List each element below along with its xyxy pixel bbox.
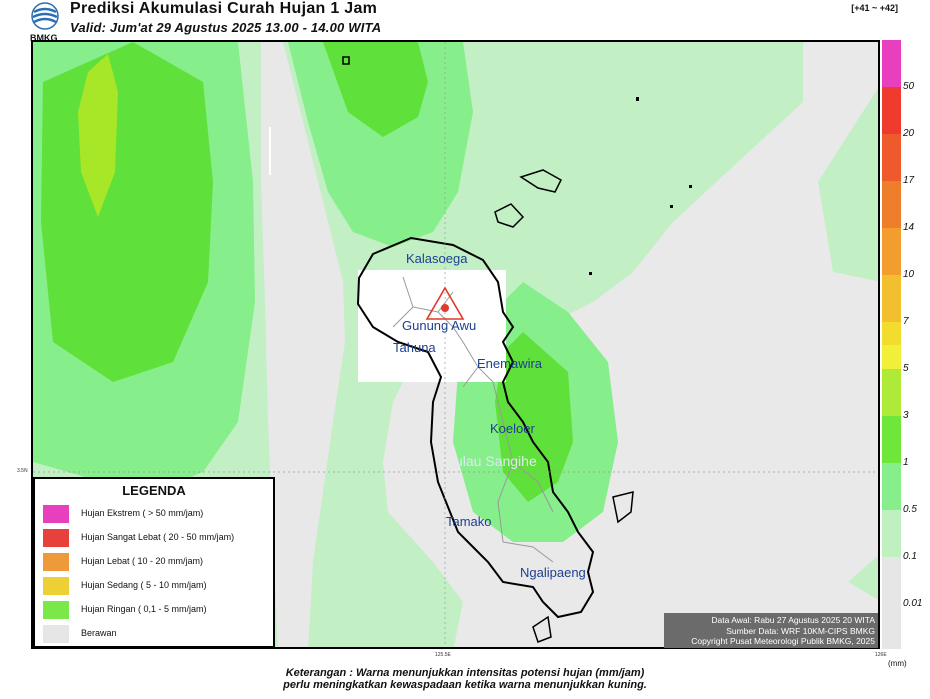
colorbar-label: 5 — [903, 363, 909, 374]
lat-tick: 3.5N — [17, 468, 28, 474]
valid-time: Valid: Jum'at 29 Agustus 2025 13.00 - 14… — [70, 20, 382, 35]
island-north-2 — [494, 203, 525, 228]
colorbar-label: 7 — [903, 316, 909, 327]
bmkg-logo: BMKG — [30, 2, 66, 43]
colorbar-cell — [882, 134, 901, 181]
legend-box: LEGENDA Hujan Ekstrem ( > 50 mm/jam) Huj… — [33, 477, 275, 648]
islet — [689, 185, 692, 188]
lon-tick: 125.5E — [435, 652, 451, 658]
forecast-step: [+41 ~ +42] — [851, 3, 898, 13]
place-label: Tamako — [446, 514, 492, 529]
island-north-1 — [519, 169, 562, 193]
data-source: Sumber Data: WRF 10KM-CIPS BMKG — [726, 625, 875, 636]
islet — [670, 205, 673, 208]
cloud-area-west — [261, 42, 345, 647]
rain-area-strong-north — [323, 42, 428, 137]
rain-area-southeast — [848, 555, 878, 600]
lon-tick: 126E — [875, 652, 887, 658]
colorbar-cell — [882, 228, 901, 275]
legend-swatch — [43, 577, 69, 595]
colorbar-label: 3 — [903, 410, 909, 421]
rain-area-mid-north — [288, 42, 473, 247]
colorbar-cell — [882, 87, 901, 134]
islet — [636, 97, 639, 101]
white-streak — [269, 127, 271, 175]
rain-area-east — [818, 88, 878, 282]
colorbar-label: 1 — [903, 457, 909, 468]
place-label: ulau Sangihe — [455, 453, 537, 469]
colorbar-cell — [882, 463, 901, 510]
colorbar-cell — [882, 416, 901, 463]
colorbar-label: 0.1 — [903, 551, 917, 562]
legend-label: Hujan Sedang ( 5 - 10 mm/jam) — [81, 580, 207, 590]
island-outline — [356, 236, 595, 619]
legend-title: LEGENDA — [122, 483, 186, 498]
islet — [342, 56, 350, 65]
legend-swatch — [43, 553, 69, 571]
colorbar-cell — [882, 40, 901, 87]
islet — [589, 272, 592, 275]
colorbar-label: 17 — [903, 175, 915, 186]
colorbar-cell — [882, 275, 901, 322]
island-south — [532, 615, 552, 643]
volcano-triangle-icon — [425, 286, 465, 320]
legend-label: Hujan Ekstrem ( > 50 mm/jam) — [81, 508, 204, 518]
colorbar-label: 20 — [903, 128, 915, 139]
legend-swatch — [43, 505, 69, 523]
legend-label: Berawan — [81, 628, 117, 638]
legend-label: Hujan Lebat ( 10 - 20 mm/jam) — [81, 556, 204, 566]
colorbar-label: 0.01 — [903, 598, 923, 609]
colorbar-label: 10 — [903, 269, 915, 280]
place-label: Ngalipaeng — [520, 565, 586, 580]
colorbar-cell — [882, 510, 901, 557]
colorbar-label: 50 — [903, 81, 915, 92]
logo-text: BMKG — [30, 33, 58, 42]
colorbar — [882, 40, 901, 649]
colorbar-cell — [882, 369, 901, 416]
colorbar-cell — [882, 181, 901, 228]
legend-label: Hujan Ringan ( 0,1 - 5 mm/jam) — [81, 604, 207, 614]
colorbar-label: 0.5 — [903, 504, 917, 515]
place-label: Gunung Awu — [402, 318, 477, 333]
district-lines — [392, 276, 554, 563]
colorbar-unit: (mm) — [888, 659, 907, 668]
colorbar-cell — [882, 557, 901, 649]
page-title: Prediksi Akumulasi Curah Hujan 1 Jam — [70, 0, 378, 17]
place-label: Kalasoega — [406, 251, 468, 266]
legend-swatch — [43, 601, 69, 619]
legend-swatch — [43, 529, 69, 547]
island-mask — [358, 270, 506, 382]
data-source-box: Data Awal: Rabu 27 Agustus 2025 20 WITA … — [664, 613, 878, 648]
footer-note: Keterangan : Warna menunjukkan intensita… — [285, 667, 645, 679]
footer-note: perlu meningkatkan kewaspadaan ketika wa… — [283, 679, 647, 691]
place-label: Enemawira — [477, 356, 543, 371]
colorbar-cell — [882, 345, 901, 369]
colorbar-label: 14 — [903, 222, 915, 233]
island-east — [612, 491, 634, 524]
legend-label: Hujan Sangat Lebat ( 20 - 50 mm/jam) — [81, 532, 235, 542]
rainfall-map: Kalasoega Gunung Awu Tahuna Enemawira Ko… — [31, 40, 880, 649]
place-label: Tahuna — [393, 340, 436, 355]
rain-area-strong-east — [495, 332, 573, 502]
legend-swatch — [43, 625, 69, 643]
data-init-time: Data Awal: Rabu 27 Agustus 2025 20 WITA — [711, 615, 875, 625]
rain-area-core — [78, 54, 118, 217]
copyright: Copyright Pusat Meteorologi Publik BMKG,… — [691, 636, 875, 646]
place-label: Koeloer — [490, 421, 535, 436]
